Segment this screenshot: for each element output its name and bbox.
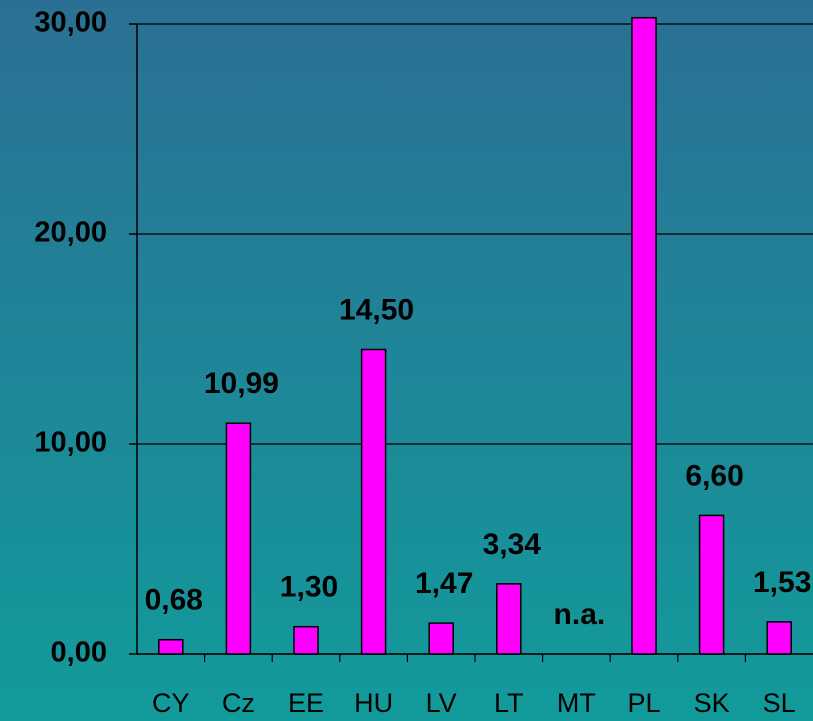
value-label: 3,34 xyxy=(483,528,542,561)
value-label: 0,68 xyxy=(145,584,203,617)
value-label: 6,60 xyxy=(685,459,743,492)
y-tick-label: 30,00 xyxy=(34,7,107,39)
x-tick-label: LT xyxy=(494,688,524,718)
bar xyxy=(225,422,252,655)
value-label: n.a. xyxy=(554,598,606,631)
y-tick-label: 10,00 xyxy=(34,427,107,459)
bar xyxy=(158,638,184,655)
x-tick-label: PL xyxy=(627,688,660,718)
y-tick-label: 0,00 xyxy=(51,637,107,669)
x-tick-label: EE xyxy=(288,688,324,718)
value-label: 1,53 xyxy=(753,566,811,599)
x-tick-label: MT xyxy=(557,688,596,718)
value-label: 14,50 xyxy=(339,293,414,326)
x-tick-label: SL xyxy=(763,688,796,718)
bar xyxy=(766,621,792,655)
value-label: 1,30 xyxy=(280,571,338,604)
bar xyxy=(698,514,725,655)
bar xyxy=(360,348,387,655)
x-tick-label: HU xyxy=(354,688,393,718)
value-label: 10,99 xyxy=(204,367,279,400)
bar xyxy=(293,625,319,655)
y-tick-label: 20,00 xyxy=(34,217,107,249)
x-tick-label: CY xyxy=(152,688,190,718)
bar xyxy=(496,583,522,655)
bar xyxy=(631,16,657,655)
x-tick-label: LV xyxy=(426,688,457,718)
value-label: 1,47 xyxy=(415,567,473,600)
bar xyxy=(428,622,454,655)
x-tick-label: Cz xyxy=(222,688,255,718)
x-tick-label: SK xyxy=(694,688,730,718)
